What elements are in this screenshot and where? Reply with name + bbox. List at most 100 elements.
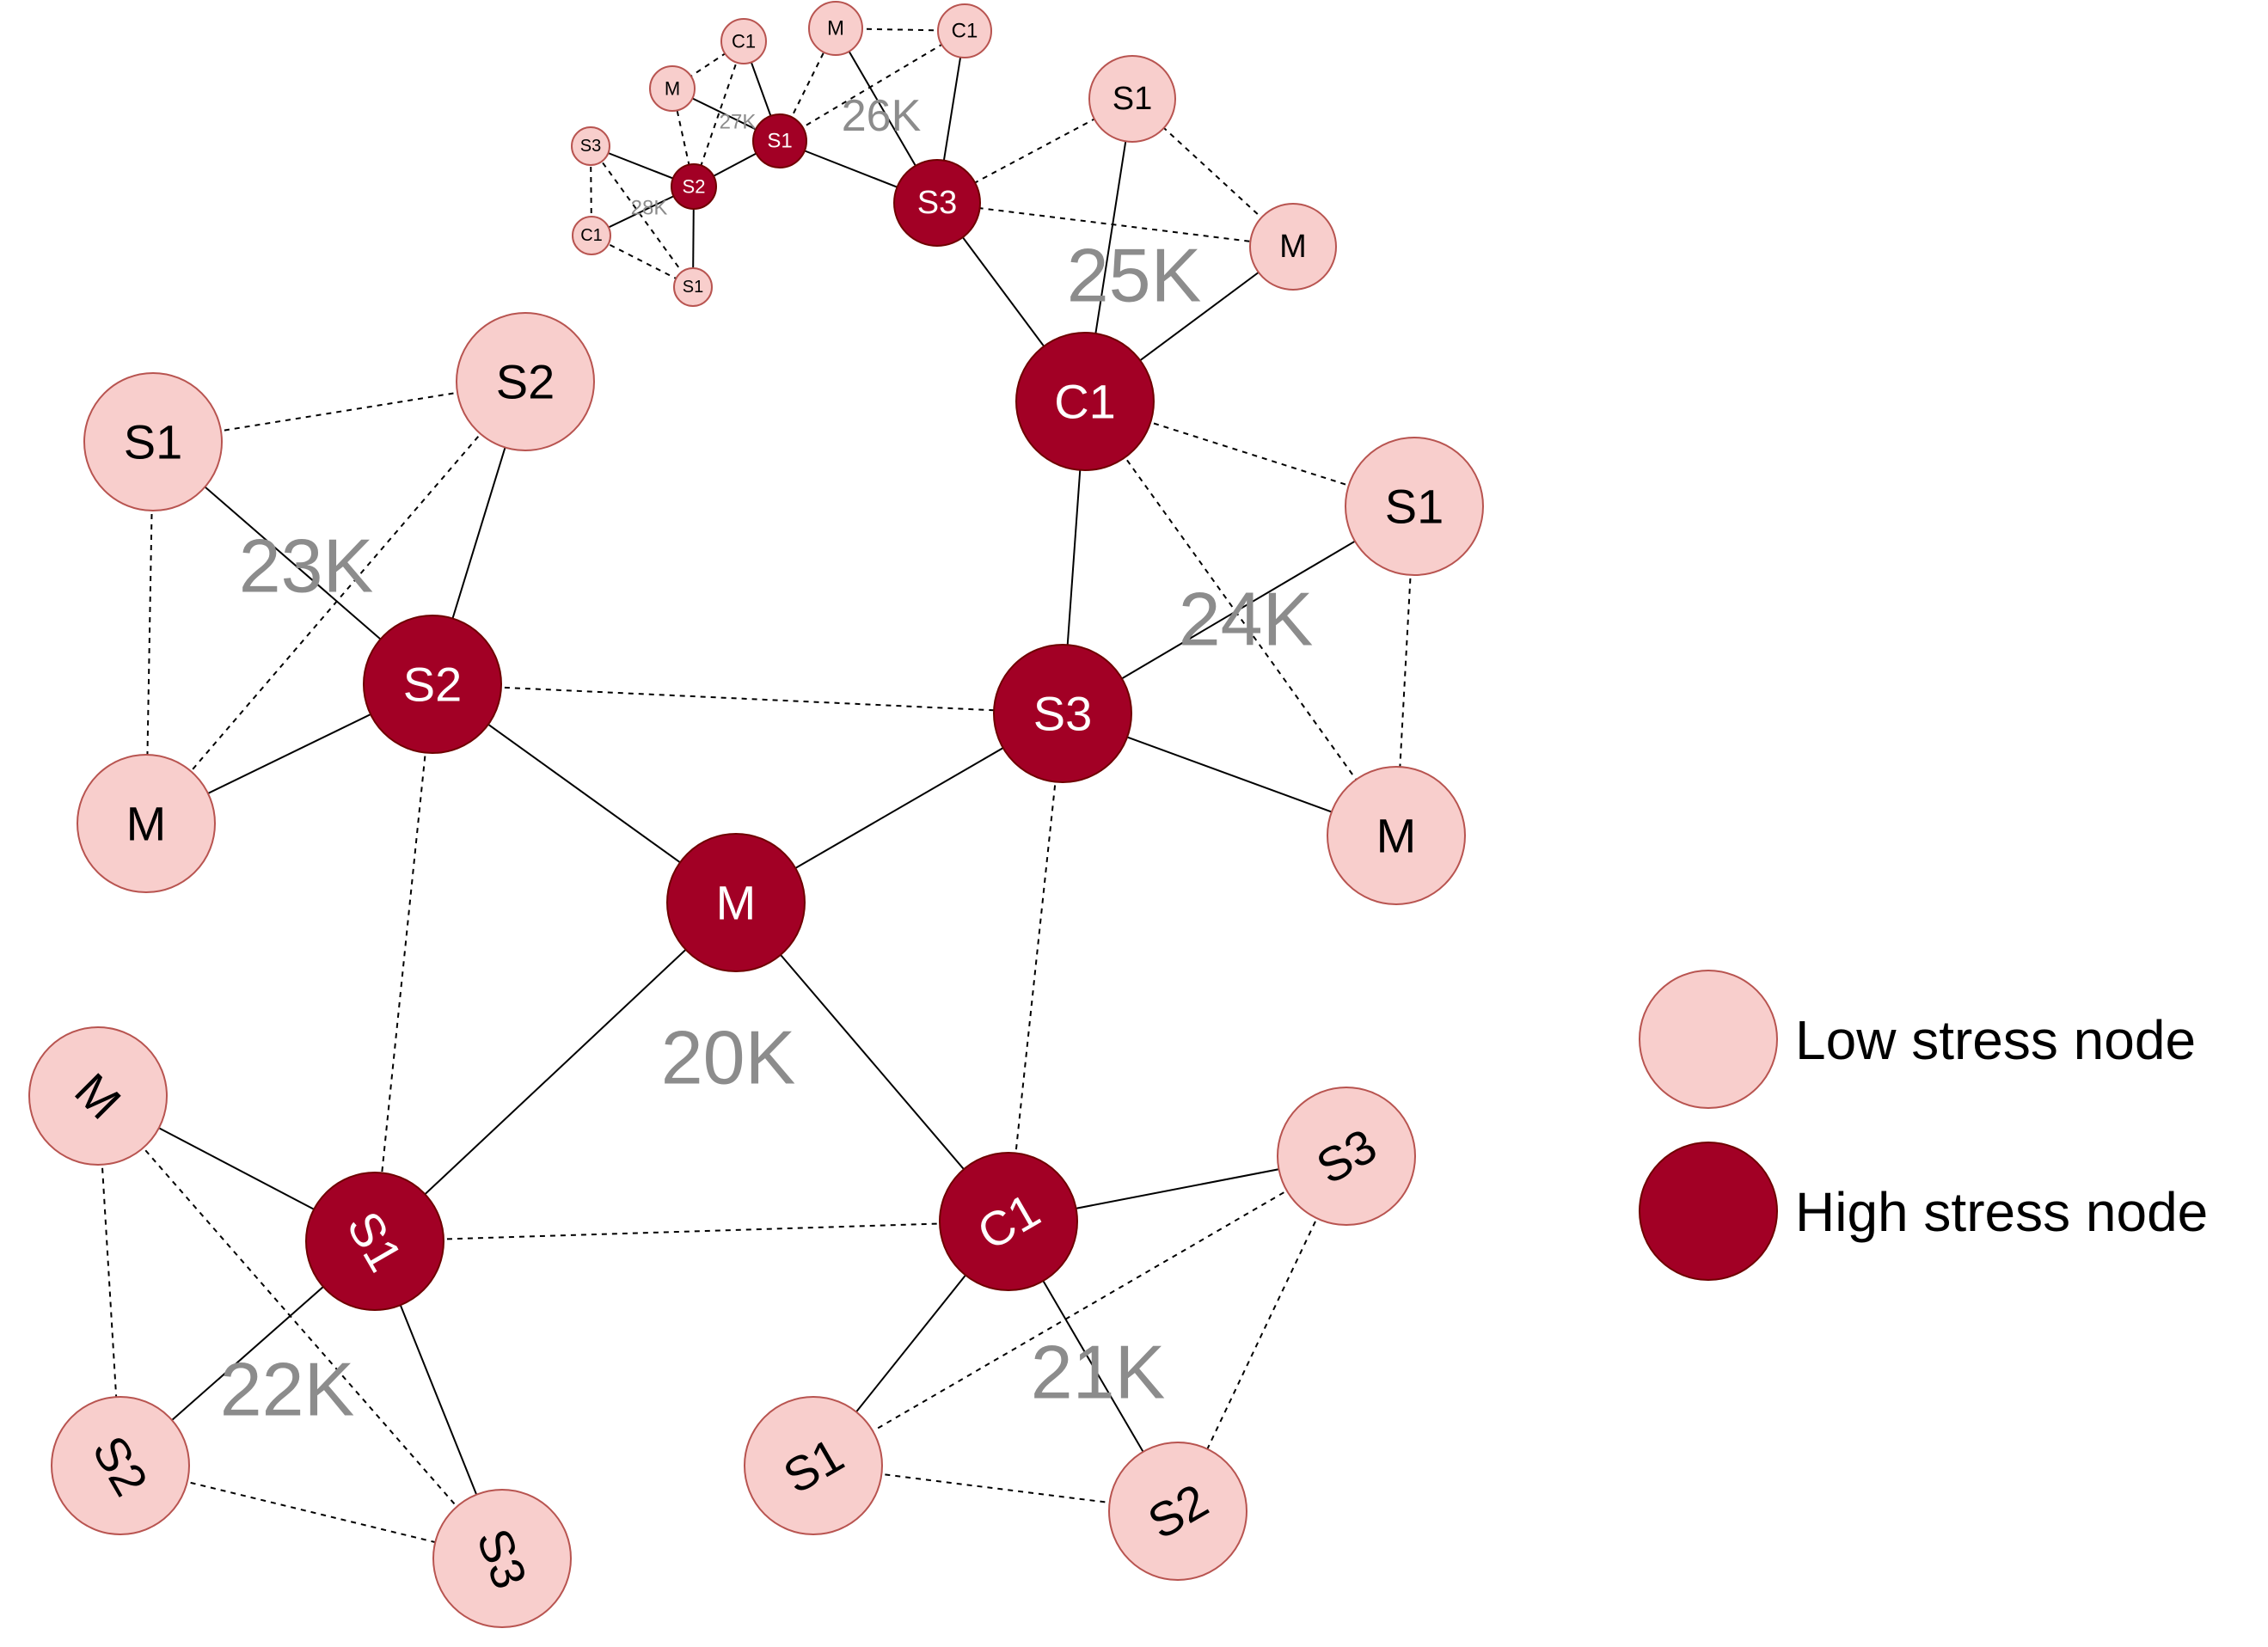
node-circle xyxy=(752,113,807,168)
high-stress-node-c1: C1 xyxy=(1015,332,1155,471)
node-circle xyxy=(993,644,1132,783)
low-stress-node-s1: S1 xyxy=(673,267,713,307)
node-circle xyxy=(432,1489,572,1628)
low-stress-node-c1: C1 xyxy=(720,18,767,64)
weight-label: 25K xyxy=(1067,233,1202,318)
node-label: S2 xyxy=(496,355,555,409)
node-label: S1 xyxy=(124,415,183,469)
node-label: C1 xyxy=(732,31,756,52)
node-circle xyxy=(363,615,502,754)
node-circle xyxy=(1108,1442,1247,1581)
node-circle xyxy=(671,163,717,210)
low-stress-node-s2: S2 xyxy=(1108,1442,1247,1581)
weight-label: 24K xyxy=(1179,577,1314,662)
weight-label: 20K xyxy=(661,1015,796,1100)
node-label: S1 xyxy=(683,278,703,297)
node-circle xyxy=(893,159,981,247)
solid-edge-m-c1 xyxy=(735,902,1009,1222)
node-circle xyxy=(572,216,611,255)
low-stress-node-s1: S1 xyxy=(744,1396,883,1535)
high-stress-node-s3: S3 xyxy=(893,159,981,247)
high-stress-node-s3: S3 xyxy=(993,644,1132,783)
dashed-edge-s1-c1 xyxy=(374,1221,1009,1242)
node-label: S1 xyxy=(1113,81,1152,117)
low-stress-node-s1: S1 xyxy=(1345,437,1484,576)
legend: Low stress node High stress node xyxy=(1639,970,2208,1281)
low-stress-node-m: M xyxy=(649,65,696,112)
node-circle xyxy=(666,833,806,972)
low-stress-node-s1: S1 xyxy=(83,372,223,511)
low-stress-node-s2: S2 xyxy=(456,312,595,451)
node-label: C1 xyxy=(1054,375,1116,429)
node-label: S1 xyxy=(767,130,792,153)
dashed-edge-s2-c1 xyxy=(693,40,745,187)
dashed-edge-s2-s1 xyxy=(374,683,433,1242)
high-stress-node-s2: S2 xyxy=(363,615,502,754)
node-circle xyxy=(673,267,713,307)
high-stress-node-m: M xyxy=(666,833,806,972)
node-label: S3 xyxy=(917,185,957,221)
node-label: M xyxy=(827,17,844,40)
low-stress-node-m: M xyxy=(28,1026,168,1166)
low-stress-node-s1: S1 xyxy=(1088,55,1176,143)
node-circle xyxy=(937,3,992,58)
dashed-edge-s2-m xyxy=(145,381,526,824)
node-circle xyxy=(305,1172,444,1311)
high-stress-node-s2: S2 xyxy=(671,163,717,210)
weight-label: 22K xyxy=(220,1347,355,1432)
node-circle xyxy=(744,1396,883,1535)
node-label: M xyxy=(716,876,757,930)
node-label: S1 xyxy=(1385,480,1444,534)
solid-edge-m-s1 xyxy=(374,902,737,1242)
node-label: S2 xyxy=(403,658,463,712)
weight-label: 27K xyxy=(720,111,757,134)
node-circle xyxy=(1345,437,1484,576)
node-circle xyxy=(1327,766,1466,905)
node-circle xyxy=(456,312,595,451)
node-label: S3 xyxy=(580,137,601,156)
node-label: M xyxy=(126,797,167,851)
low-stress-node-c1: C1 xyxy=(572,216,611,255)
node-circle xyxy=(1277,1087,1416,1226)
legend-low-stress-label: Low stress node xyxy=(1795,1009,2196,1071)
weight-label: 21K xyxy=(1031,1330,1166,1415)
node-circle xyxy=(1015,332,1155,471)
low-stress-node-s3: S3 xyxy=(1277,1087,1416,1226)
legend-low-stress-swatch xyxy=(1639,970,1778,1109)
low-stress-node-m: M xyxy=(1327,766,1466,905)
node-label: S2 xyxy=(683,176,706,198)
node-circle xyxy=(28,1026,168,1166)
node-label: S3 xyxy=(1033,687,1093,741)
node-label: C1 xyxy=(952,20,978,43)
high-stress-node-s1: S1 xyxy=(305,1172,444,1311)
legend-high-stress-swatch xyxy=(1639,1142,1778,1281)
node-circle xyxy=(720,18,767,64)
high-stress-node-s1: S1 xyxy=(752,113,807,168)
weight-label: 23K xyxy=(239,523,374,609)
weight-label: 28K xyxy=(631,197,668,220)
dashed-edge-s3-s1 xyxy=(590,145,694,288)
node-circle xyxy=(77,754,216,893)
node-label: M xyxy=(665,78,680,100)
legend-high-stress-label: High stress node xyxy=(1795,1181,2208,1243)
dashed-edge-c1-m xyxy=(1084,401,1397,836)
low-stress-node-m: M xyxy=(1249,203,1337,291)
low-stress-node-s2: S2 xyxy=(51,1396,190,1535)
dashed-edge-s3-c1 xyxy=(1008,713,1064,1222)
low-stress-node-m: M xyxy=(77,754,216,893)
dashed-edge-s3-s1 xyxy=(812,1155,1347,1466)
weight-label: 26K xyxy=(842,91,922,141)
node-circle xyxy=(571,126,610,166)
node-circle xyxy=(1249,203,1337,291)
node-circle xyxy=(51,1396,190,1535)
low-stress-node-m: M xyxy=(808,1,863,56)
low-stress-node-c1: C1 xyxy=(937,3,992,58)
node-label: M xyxy=(1376,809,1417,863)
low-stress-node-s3: S3 xyxy=(571,126,610,166)
nodes-layer: M S2 S3 S1 C1 S1 S2 M C1 S1 M S3 S1 M S1 M C1 S2 C1 M S3 C1 S1… xyxy=(28,1,1484,1628)
low-stress-node-s3: S3 xyxy=(432,1489,572,1628)
node-circle xyxy=(649,65,696,112)
node-circle xyxy=(83,372,223,511)
high-stress-node-c1: C1 xyxy=(939,1152,1078,1291)
